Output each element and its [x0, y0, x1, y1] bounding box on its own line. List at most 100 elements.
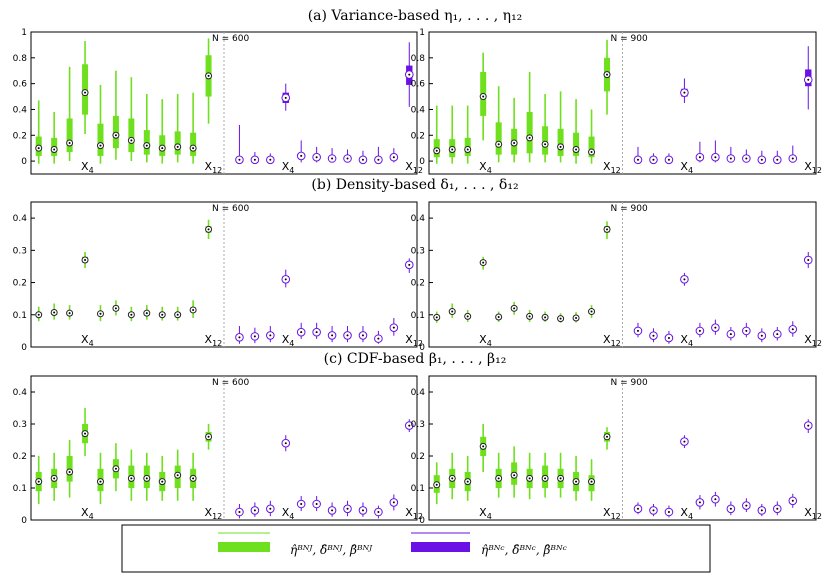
- box-median-dot: [451, 477, 454, 480]
- box-median-dot: [99, 312, 102, 315]
- box-median-dot: [68, 312, 71, 315]
- box-median-dot: [269, 334, 272, 337]
- legend-bnj-swatch: [218, 542, 270, 552]
- plot-frame: [30, 31, 418, 175]
- box-median-dot: [176, 313, 179, 316]
- box-median-dot: [667, 511, 670, 513]
- box-median-dot: [53, 311, 56, 314]
- box-median-dot: [315, 331, 318, 334]
- box-median-dot: [636, 329, 639, 332]
- y-tick-label: 0.6: [411, 80, 426, 90]
- box-median-dot: [575, 480, 578, 483]
- x-label-sub: 12: [611, 339, 621, 348]
- box-median-dot: [253, 335, 256, 338]
- box-median-dot: [528, 136, 531, 139]
- box-median-dot: [435, 149, 438, 152]
- y-tick-label: 0.4: [411, 105, 426, 115]
- box-median-dot: [482, 95, 485, 98]
- box-median-dot: [192, 147, 195, 150]
- box-median-dot: [377, 337, 380, 340]
- y-tick-label: 0.2: [411, 452, 425, 462]
- y-tick-label: 0: [419, 157, 425, 167]
- x-label-sub: 12: [212, 166, 222, 175]
- box-median-dot: [361, 158, 364, 161]
- box-median-dot: [408, 263, 411, 266]
- box-median-dot: [238, 511, 241, 513]
- box-median-dot: [698, 501, 701, 504]
- x-label: X4: [282, 506, 295, 521]
- box-median-dot: [238, 336, 241, 339]
- x-label: X4: [282, 333, 295, 348]
- box-median-dot: [315, 503, 318, 505]
- y-tick-label: 0.4: [13, 105, 28, 115]
- box-median-dot: [652, 334, 655, 337]
- y-tick-label: 0.2: [13, 131, 27, 141]
- box-median-dot: [284, 442, 287, 445]
- y-tick-label: 0.3: [13, 246, 27, 256]
- x-label-sub: 4: [289, 339, 294, 348]
- y-tick-label: 0.1: [13, 484, 27, 494]
- box-median-dot: [636, 158, 639, 161]
- y-tick-label: 0.3: [13, 420, 27, 430]
- box-median-dot: [559, 317, 562, 320]
- sample-size-label: N = 600: [212, 34, 249, 44]
- box-median-dot: [37, 480, 40, 483]
- box-iqr: [542, 126, 549, 155]
- chart-row-1: (b) Density-based δ₁, . . . , δ₁₂ 0 0.1 0.2…: [13, 177, 822, 353]
- x-label: X12: [205, 333, 223, 348]
- box-median-dot: [53, 477, 56, 480]
- box-median-dot: [714, 156, 717, 159]
- box-median-dot: [114, 467, 117, 470]
- box-median-dot: [346, 507, 349, 510]
- x-label-sub: 4: [688, 512, 693, 521]
- chart-row-0: (a) Variance-based η₁, . . . , η₁₂ 0 0.2 0.…: [13, 8, 822, 175]
- box-median-dot: [729, 157, 732, 160]
- x-label-sub: 4: [89, 512, 94, 521]
- chart-row-2: (c) CDF-based β₁, . . . , β₁₂ 0 0.1 0.2 0.3 0…: [13, 351, 822, 526]
- box-median-dot: [513, 307, 516, 310]
- x-label: X12: [804, 160, 822, 175]
- legend-bnc-label: η̂ᴮᴺᶜ, δ̂ᴮᴺᶜ, β̂ᴮᴺᶜ: [481, 543, 567, 557]
- y-tick-label: 0.4: [411, 388, 426, 398]
- box-median-dot: [466, 148, 469, 151]
- legend-bnj-label: η̂ᴮᴺᴶ, δ̂ᴮᴺᴶ, β̂ᴮᴺᴶ: [290, 543, 373, 557]
- y-tick-label: 1: [419, 28, 425, 38]
- box-median-dot: [606, 435, 609, 438]
- y-tick-label: 0.2: [13, 279, 27, 289]
- box-median-dot: [497, 316, 500, 319]
- x-label-sub: 12: [413, 512, 423, 521]
- box-median-dot: [435, 483, 438, 486]
- box-median-dot: [636, 507, 639, 510]
- box-median-dot: [361, 509, 364, 512]
- x-label-sub: 12: [413, 339, 423, 348]
- y-tick-label: 0.1: [411, 311, 425, 321]
- x-label-base: X: [479, 333, 487, 346]
- x-label-base: X: [282, 160, 290, 173]
- box-median-dot: [269, 158, 272, 161]
- x-label: X12: [205, 160, 223, 175]
- box-median-dot: [161, 313, 164, 316]
- box-median-dot: [559, 145, 562, 148]
- box-median-dot: [346, 334, 349, 337]
- x-label-sub: 12: [212, 339, 222, 348]
- x-label: X4: [282, 160, 295, 175]
- box-median-dot: [207, 74, 210, 77]
- x-label-base: X: [804, 160, 812, 173]
- y-tick-label: 0: [419, 343, 425, 353]
- box-median-dot: [745, 157, 748, 160]
- box-median-dot: [37, 147, 40, 150]
- box-median-dot: [714, 326, 717, 329]
- box-median-dot: [435, 316, 438, 319]
- x-label: X4: [680, 333, 693, 348]
- sample-size-label: N = 900: [611, 378, 648, 388]
- y-tick-label: 0.1: [411, 484, 425, 494]
- box-median-dot: [346, 157, 349, 160]
- x-label-sub: 4: [688, 339, 693, 348]
- box-median-dot: [331, 509, 334, 512]
- box-median-dot: [377, 158, 380, 161]
- y-tick-label: 0: [21, 343, 27, 353]
